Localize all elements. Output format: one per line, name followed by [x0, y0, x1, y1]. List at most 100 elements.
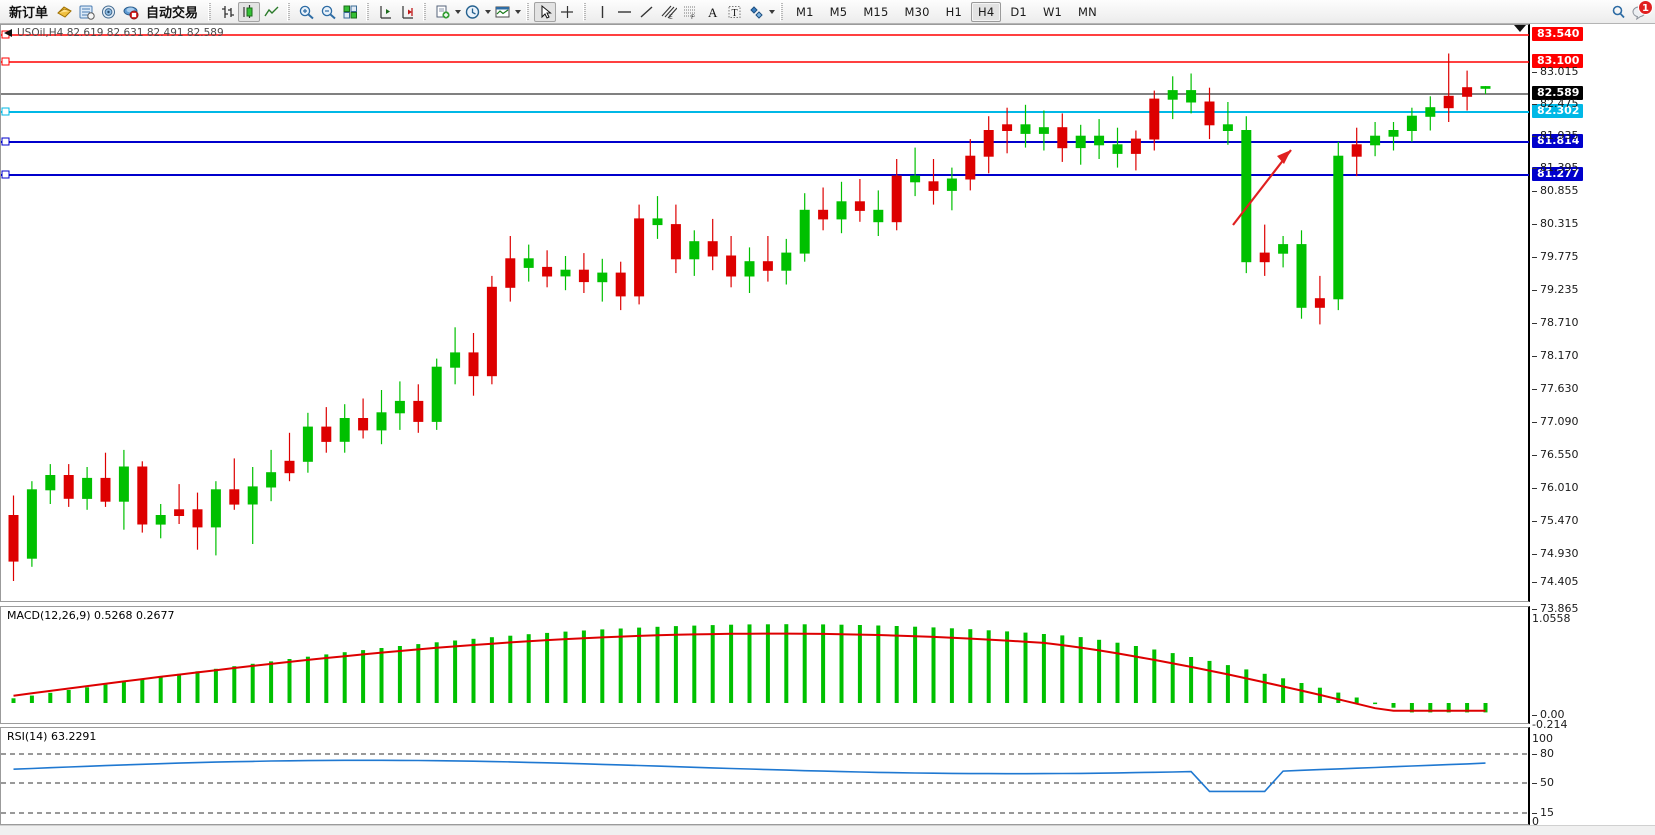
- macd-label: MACD(12,26,9) 0.5268 0.2677: [7, 609, 175, 622]
- price-tag-support-1[interactable]: 81.814: [1532, 134, 1584, 148]
- macd-bar: [526, 634, 531, 703]
- chevron-down-icon[interactable]: [455, 9, 462, 14]
- timeframe-h4[interactable]: H4: [971, 1, 1002, 22]
- terminal-icon[interactable]: [97, 2, 119, 22]
- rsi-scale-tick: 0: [1532, 815, 1539, 828]
- candle-body: [1278, 244, 1289, 254]
- horizontal-line-tool[interactable]: [613, 2, 635, 22]
- price-tag-cyan[interactable]: 82.302: [1532, 104, 1584, 118]
- templates-button[interactable]: [491, 2, 513, 22]
- price-tick: 79.775: [1532, 250, 1579, 263]
- zoom-out-button[interactable]: [317, 2, 339, 22]
- candle-body: [1259, 252, 1270, 263]
- price-tick: 74.930: [1532, 547, 1579, 560]
- timeframe-h1[interactable]: H1: [945, 4, 962, 19]
- main-toolbar: 新订单 自动交易: [0, 0, 1655, 24]
- chart-area[interactable]: USOil,H4 82.619 82.631 82.491 82.589 MAC…: [0, 24, 1655, 835]
- text-label-tool[interactable]: T: [723, 2, 745, 22]
- candle-body: [634, 218, 645, 297]
- candle-body: [486, 286, 497, 377]
- trendline-tool[interactable]: [635, 2, 657, 22]
- pane-collapse-icon[interactable]: [1514, 25, 1526, 32]
- candle-body: [8, 515, 19, 562]
- rsi-pane[interactable]: RSI(14) 63.2291: [0, 727, 1530, 825]
- macd-bar: [1097, 639, 1102, 703]
- candlestick-chart-button[interactable]: [238, 1, 261, 22]
- macd-bar: [48, 692, 53, 703]
- period-clock-button[interactable]: [461, 2, 483, 22]
- crosshair-tool[interactable]: [556, 2, 578, 22]
- notifications-button[interactable]: 1: [1629, 0, 1653, 22]
- data-window-icon[interactable]: [75, 2, 97, 22]
- shapes-tool[interactable]: [745, 2, 767, 22]
- auto-scroll-button[interactable]: [374, 2, 396, 22]
- macd-bar: [931, 627, 936, 703]
- tile-windows-button[interactable]: [339, 2, 361, 22]
- timeframe-mn[interactable]: MN: [1078, 4, 1097, 19]
- candle-body: [1314, 298, 1325, 308]
- macd-pane[interactable]: MACD(12,26,9) 0.5268 0.2677: [0, 606, 1530, 724]
- macd-bar: [1244, 669, 1249, 703]
- price-axis[interactable]: 83.540 83.100 82.589 82.302 81.814 81.27…: [1532, 24, 1655, 828]
- price-tag-current[interactable]: 82.589: [1532, 86, 1584, 100]
- macd-bar: [765, 624, 770, 703]
- macd-scale-tick: 0.00: [1532, 708, 1565, 721]
- candle-body: [394, 400, 405, 414]
- candle-body: [799, 209, 810, 254]
- fibonacci-tool[interactable]: F: [679, 2, 701, 22]
- price-pane[interactable]: USOil,H4 82.619 82.631 82.491 82.589: [0, 24, 1530, 602]
- add-indicator-button[interactable]: [431, 2, 453, 22]
- candle-body: [1038, 127, 1049, 134]
- price-tick: 82.475: [1532, 97, 1579, 110]
- macd-bar: [839, 624, 844, 703]
- new-order-button[interactable]: 新订单: [4, 1, 53, 23]
- macd-bar: [177, 673, 182, 703]
- candle-body: [836, 201, 847, 220]
- timeframe-m5[interactable]: M5: [829, 4, 848, 19]
- timeframe-m15[interactable]: M15: [863, 4, 889, 19]
- macd-bar: [195, 671, 200, 703]
- rsi-line: [13, 759, 1486, 793]
- line-chart-button[interactable]: [260, 2, 282, 22]
- macd-bar: [802, 624, 807, 703]
- timeframe-m1[interactable]: M1: [796, 4, 814, 19]
- candle-body: [82, 477, 93, 499]
- macd-bar: [545, 632, 550, 703]
- macd-bar: [1133, 646, 1138, 703]
- candle-body: [431, 366, 442, 422]
- macd-bar: [618, 628, 623, 703]
- macd-scale-tick: -0.214: [1532, 718, 1568, 731]
- macd-bar: [324, 654, 329, 703]
- candle-body: [1296, 244, 1307, 308]
- candle-body: [1094, 135, 1105, 146]
- chart-shift-button[interactable]: [396, 2, 418, 22]
- vertical-line-tool[interactable]: [591, 2, 613, 22]
- timeframe-m30[interactable]: M30: [904, 4, 930, 19]
- macd-bar: [397, 646, 402, 703]
- text-tool[interactable]: A: [701, 2, 723, 22]
- autotrade-button[interactable]: 自动交易: [141, 1, 203, 23]
- macd-bar: [710, 625, 715, 703]
- price-tag-support-2[interactable]: 81.277: [1532, 167, 1584, 181]
- macd-bar: [581, 630, 586, 703]
- price-tick: 80.855: [1532, 184, 1579, 197]
- price-tag-resistance-2[interactable]: 83.100: [1532, 54, 1584, 68]
- new-order-label: 新订单: [9, 6, 49, 21]
- timeframe-w1[interactable]: W1: [1042, 4, 1063, 19]
- chevron-down-icon[interactable]: [485, 9, 492, 14]
- price-tick: 79.235: [1532, 283, 1579, 296]
- chevron-down-icon[interactable]: [769, 9, 776, 14]
- macd-bar: [821, 624, 826, 703]
- timeframe-d1[interactable]: D1: [1010, 4, 1027, 19]
- price-tag-resistance-1[interactable]: 83.540: [1532, 27, 1584, 41]
- cursor-tool[interactable]: [534, 1, 557, 22]
- autotrade-icon[interactable]: [119, 2, 141, 22]
- macd-bar: [213, 668, 218, 703]
- zoom-in-button[interactable]: [295, 2, 317, 22]
- equidistant-channel-tool[interactable]: E: [657, 2, 679, 22]
- bar-chart-button[interactable]: [216, 2, 238, 22]
- search-icon[interactable]: [1607, 2, 1629, 22]
- new-order-icon[interactable]: [53, 2, 75, 22]
- macd-bar: [232, 666, 237, 703]
- chevron-down-icon[interactable]: [515, 9, 522, 14]
